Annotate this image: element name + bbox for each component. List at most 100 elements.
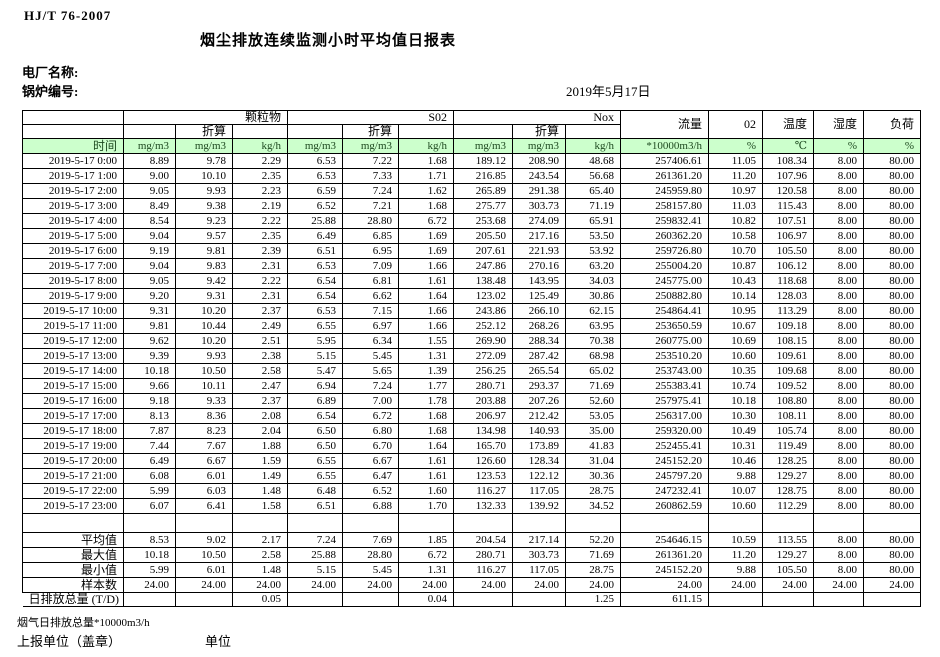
- value-cell: 243.86: [453, 303, 514, 319]
- value-cell: 6.34: [342, 333, 400, 349]
- data-row: 2019-5-17 2:00 9.05 9.93 2.23 6.59 7.24 1.62 26…: [22, 183, 922, 199]
- summary-row-label: 最小值: [22, 562, 124, 578]
- pm-converted-header: 折算: [175, 124, 233, 139]
- value-cell: 9.42: [175, 273, 233, 289]
- data-row: 2019-5-17 11:00 9.81 10.44 2.49 6.55 6.97 1.66…: [22, 318, 922, 334]
- value-cell: 212.42: [512, 408, 567, 424]
- value-cell: 63.95: [565, 318, 622, 334]
- data-row: 2019-5-17 1:00 9.00 10.10 2.35 6.53 7.33 1.71 2…: [22, 168, 922, 184]
- value-cell: [512, 513, 567, 533]
- value-cell: 275.77: [453, 198, 514, 214]
- value-cell: 253510.20: [620, 348, 710, 364]
- temperature-header: 温度: [762, 110, 815, 139]
- standard-code: HJ/T 76-2007: [24, 8, 112, 23]
- value-cell: 8.00: [813, 532, 865, 548]
- value-cell: 6.81: [342, 273, 400, 289]
- data-row-label: 2019-5-17 6:00: [22, 243, 124, 259]
- value-cell: [863, 513, 922, 533]
- value-cell: 65.40: [565, 183, 622, 199]
- value-cell: 6.51: [287, 498, 344, 514]
- value-cell: 31.04: [565, 453, 622, 469]
- value-cell: 113.29: [762, 303, 815, 319]
- value-cell: 2.35: [231, 228, 289, 244]
- value-cell: 10.11: [175, 378, 233, 394]
- value-cell: 6.49: [123, 453, 176, 469]
- value-cell: 7.33: [342, 168, 400, 184]
- value-cell: 6.52: [342, 483, 400, 499]
- value-cell: 1.66: [398, 258, 455, 274]
- data-row: 2019-5-17 18:00 7.87 8.23 2.04 6.50 6.80 1.68 1…: [22, 423, 922, 439]
- value-cell: 5.15: [287, 348, 344, 364]
- value-cell: 6.54: [287, 273, 344, 289]
- value-cell: [123, 592, 176, 607]
- empty-cell: [398, 124, 455, 139]
- value-cell: 1.64: [398, 438, 455, 454]
- value-cell: 9.93: [175, 183, 233, 199]
- data-row-label: 2019-5-17 23:00: [22, 498, 124, 514]
- value-cell: [453, 513, 514, 533]
- value-cell: 7.24: [342, 378, 400, 394]
- value-cell: 24.00: [813, 577, 865, 593]
- value-cell: 109.61: [762, 348, 815, 364]
- value-cell: 189.12: [453, 153, 514, 169]
- value-cell: 48.68: [565, 153, 622, 169]
- value-cell: 6.67: [342, 453, 400, 469]
- value-cell: 139.92: [512, 498, 567, 514]
- value-cell: 6.72: [398, 213, 455, 229]
- plant-name-label: 电厂名称:: [22, 65, 79, 80]
- value-cell: 10.20: [175, 303, 233, 319]
- value-cell: 10.69: [708, 333, 764, 349]
- value-cell: 6.88: [342, 498, 400, 514]
- value-cell: [813, 592, 865, 607]
- value-cell: 6.51: [287, 243, 344, 259]
- data-row-label: 2019-5-17 0:00: [22, 153, 124, 169]
- value-cell: 10.50: [175, 363, 233, 379]
- value-cell: 2.23: [231, 183, 289, 199]
- table-header: 颗粒物 S02 Nox 流量 02 温度 湿度 负荷 折算 折算 折算 时间 m…: [22, 110, 922, 154]
- value-cell: 203.88: [453, 393, 514, 409]
- value-cell: 9.81: [123, 318, 176, 334]
- value-cell: 117.05: [512, 562, 567, 578]
- pm-rate-unit: kg/h: [231, 138, 289, 154]
- value-cell: 6.85: [342, 228, 400, 244]
- value-cell: 2.38: [231, 348, 289, 364]
- value-cell: 7.09: [342, 258, 400, 274]
- value-cell: 1.61: [398, 468, 455, 484]
- value-cell: 272.09: [453, 348, 514, 364]
- value-cell: 105.50: [762, 243, 815, 259]
- value-cell: 10.50: [175, 547, 233, 563]
- value-cell: 80.00: [863, 303, 922, 319]
- value-cell: 63.20: [565, 258, 622, 274]
- value-cell: 8.00: [813, 168, 865, 184]
- value-cell: 10.49: [708, 423, 764, 439]
- value-cell: 24.00: [453, 577, 514, 593]
- value-cell: 9.83: [175, 258, 233, 274]
- value-cell: 128.03: [762, 288, 815, 304]
- value-cell: 10.97: [708, 183, 764, 199]
- value-cell: 71.69: [565, 547, 622, 563]
- value-cell: 1.48: [231, 562, 289, 578]
- value-cell: 120.58: [762, 183, 815, 199]
- value-cell: 1.71: [398, 168, 455, 184]
- units-header-row: 时间 mg/m3 mg/m3 kg/h mg/m3 mg/m3 kg/h mg/…: [22, 138, 922, 154]
- value-cell: 80.00: [863, 498, 922, 514]
- so2-converted-unit: mg/m3: [342, 138, 400, 154]
- value-cell: 80.00: [863, 318, 922, 334]
- report-table: 颗粒物 S02 Nox 流量 02 温度 湿度 负荷 折算 折算 折算 时间 m…: [22, 110, 922, 607]
- value-cell: 6.53: [287, 168, 344, 184]
- value-cell: 247.86: [453, 258, 514, 274]
- value-cell: 9.20: [123, 288, 176, 304]
- value-cell: 80.00: [863, 198, 922, 214]
- value-cell: 8.00: [813, 498, 865, 514]
- value-cell: 245775.00: [620, 273, 710, 289]
- flow-header: 流量: [620, 110, 710, 139]
- spacer-row-label: [22, 513, 124, 533]
- value-cell: 8.53: [123, 532, 176, 548]
- value-cell: 7.67: [175, 438, 233, 454]
- value-cell: [620, 513, 710, 533]
- value-cell: [453, 592, 514, 607]
- value-cell: 8.00: [813, 547, 865, 563]
- value-cell: 1.70: [398, 498, 455, 514]
- value-cell: 6.55: [287, 453, 344, 469]
- value-cell: 7.87: [123, 423, 176, 439]
